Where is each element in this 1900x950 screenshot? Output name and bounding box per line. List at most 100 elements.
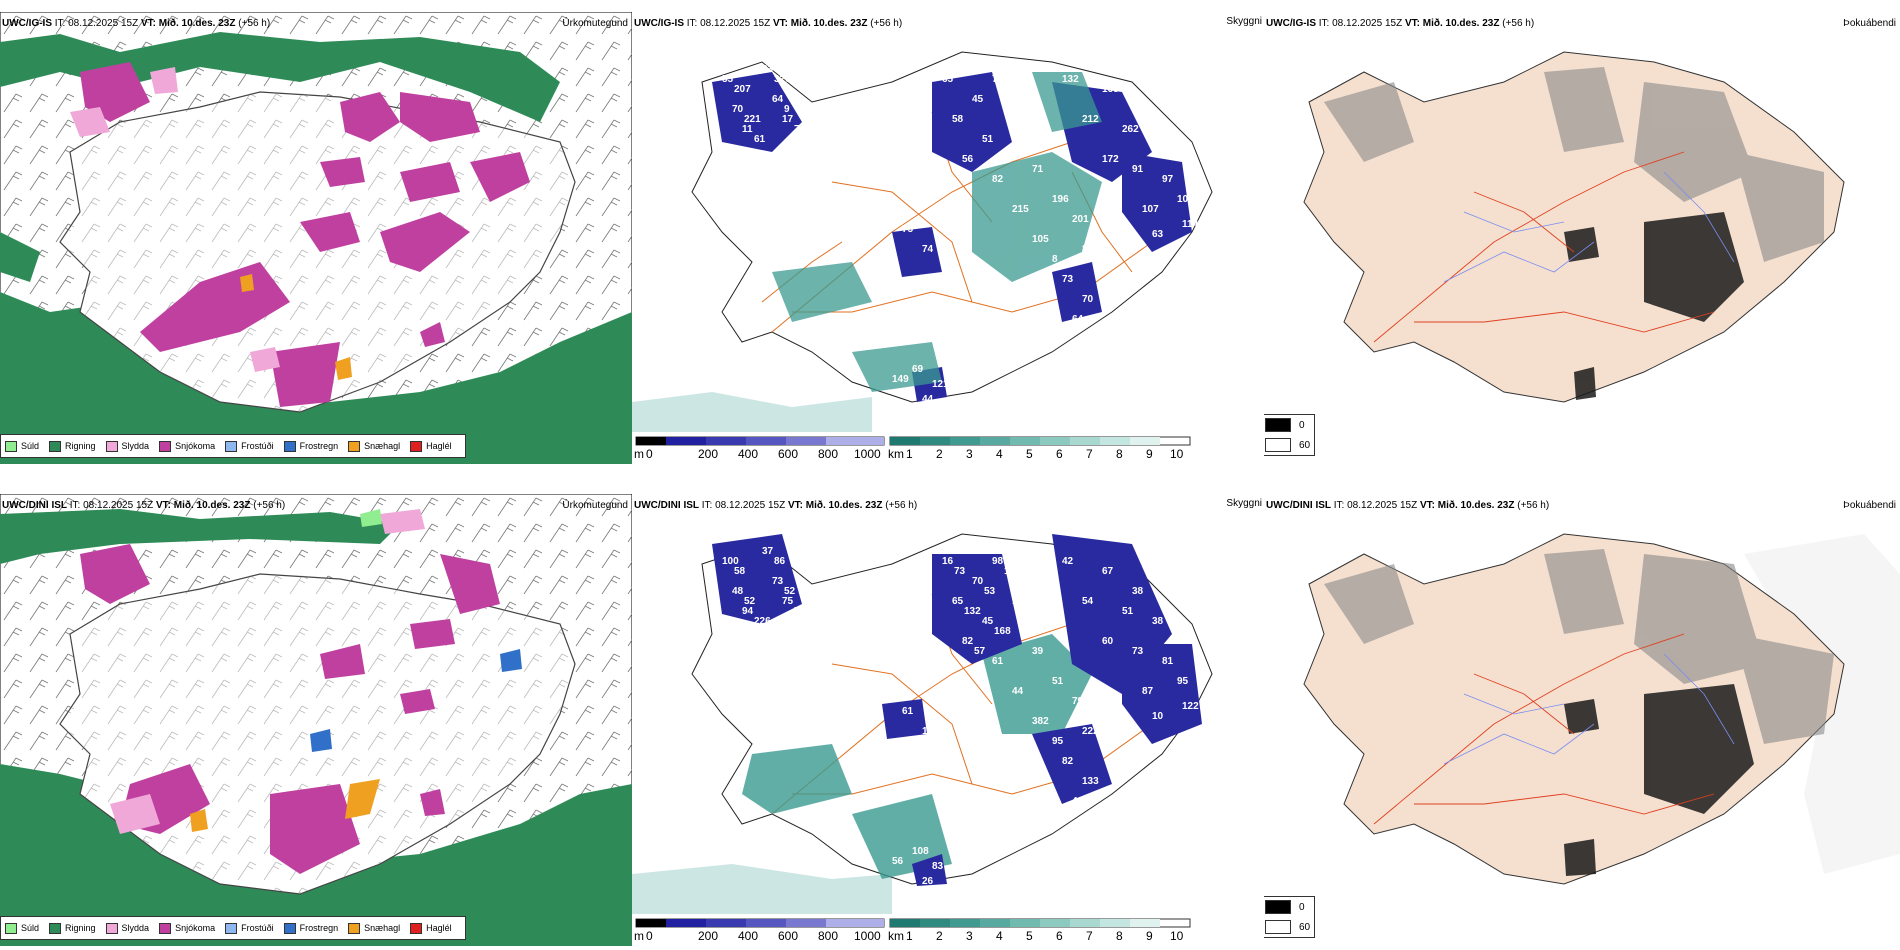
fog-vt-label-bottom: VT: <box>1419 500 1435 511</box>
visibility-value: 8 <box>1052 254 1058 265</box>
legend-swatch <box>49 922 62 934</box>
visibility-value: 56 <box>962 154 974 165</box>
visibility-value: 54 <box>1082 596 1094 607</box>
visibility-value: 87 <box>1142 686 1154 697</box>
visibility-value: 45 <box>982 616 994 627</box>
visibility-value: 107 <box>1142 204 1159 215</box>
visibility-value: 133 <box>1082 776 1099 787</box>
visibility-value: 38 <box>1152 616 1164 627</box>
legend-item: Snjókoma <box>159 922 215 934</box>
elev-tick: 400 <box>738 929 758 943</box>
vis-tick: 3 <box>966 447 973 461</box>
visibility-value: 95 <box>1177 676 1189 687</box>
visibility-value: 39 <box>1032 646 1044 657</box>
fog-swatch <box>1265 418 1291 432</box>
visibility-value: 82 <box>1062 756 1074 767</box>
fog-model-bottom: UWC/DINI ISL <box>1266 500 1331 511</box>
visibility-value: 215 <box>1012 204 1029 215</box>
visibility-scale-top: km 1 2 3 4 5 6 7 8 9 10 <box>888 436 1191 461</box>
legend-swatch <box>49 440 62 452</box>
precip-model-bottom: UWC/DINI ISL <box>2 500 67 511</box>
visibility-value: 60 <box>1102 636 1114 647</box>
visibility-value: 70 <box>1082 294 1094 305</box>
precip-panel-bottom: UWC/DINI ISL IT: 08.12.2025 15Z VT: Mið.… <box>0 494 632 946</box>
visibility-value: 382 <box>1032 716 1049 727</box>
vis-tick: 6 <box>1056 929 1063 943</box>
legend-swatch <box>5 440 17 452</box>
visibility-value: 106 <box>1177 194 1194 205</box>
visibility-value: 136 <box>1132 104 1149 115</box>
vis-tick: 7 <box>1086 929 1093 943</box>
precip-title-bottom: UWC/DINI ISL IT: 08.12.2025 15Z VT: Mið.… <box>2 500 285 511</box>
visibility-value: 79 <box>1072 696 1084 707</box>
visibility-value: 73 <box>1132 646 1144 657</box>
visibility-value: 11 <box>742 124 753 135</box>
legend-swatch <box>283 922 296 934</box>
precip-map-top <box>0 12 632 464</box>
visibility-value: 52 <box>1012 114 1024 125</box>
elev-tick: 800 <box>818 929 838 943</box>
fog-it-top: IT: 08.12.2025 15Z <box>1318 18 1403 29</box>
vis-model-top: UWC/IG-IS <box>634 18 684 29</box>
fog-legend-row: 60 <box>1264 435 1314 455</box>
precip-vt-bottom: Mið. 10.des. 23Z <box>173 500 251 511</box>
visibility-value: 177 <box>1004 566 1021 577</box>
visibility-value: 56 <box>892 856 904 867</box>
legend-label: Frostúði <box>241 923 274 933</box>
visibility-value: 226 <box>754 616 771 627</box>
visibility-value: 221 <box>744 114 761 125</box>
precip-label-top: Úrkomutegund <box>562 18 628 29</box>
visibility-value: 48 <box>732 586 744 597</box>
elev-tick: 1000 <box>854 447 881 461</box>
vis-tick: 6 <box>1056 447 1063 461</box>
elev-tick: 0 <box>646 447 653 461</box>
vis-it-bottom: IT: 08.12.2025 15Z <box>701 500 786 511</box>
visibility-value: 73 <box>954 566 966 577</box>
elev-tick: 600 <box>778 929 798 943</box>
legend-label: Rigning <box>65 441 96 451</box>
visibility-value: 51 <box>1122 606 1134 617</box>
visibility-value: 100 <box>722 556 739 567</box>
vis-unit-bottom: km <box>888 929 904 943</box>
visibility-value: 82 <box>992 174 1004 185</box>
precip-vt-label-top: VT: <box>140 18 156 29</box>
legend-label: Frostúði <box>241 441 274 451</box>
visibility-value: 9 <box>784 104 790 115</box>
precip-model-top: UWC/IG-IS <box>2 18 52 29</box>
visibility-value: 70 <box>732 104 744 115</box>
legend-item: Frostregn <box>283 440 339 452</box>
visibility-value: 57 <box>974 646 986 657</box>
vis-title-bottom: UWC/DINI ISL IT: 08.12.2025 15Z VT: Mið.… <box>634 500 917 511</box>
legend-swatch <box>105 922 118 934</box>
visibility-value: 108 <box>912 846 929 857</box>
fog-legend-row: 0 <box>1264 897 1314 917</box>
vis-tick: 8 <box>1116 929 1123 943</box>
visibility-value: 16 <box>942 556 954 567</box>
fog-legend-bottom: 0 60 <box>1264 896 1316 938</box>
legend-swatch <box>225 440 238 452</box>
legend-item: Snæhagl <box>348 922 400 934</box>
vis-tick: 2 <box>936 447 943 461</box>
fog-label-bottom: Þokuábendi <box>1843 500 1896 511</box>
fog-label-top: Þokuábendi <box>1843 18 1896 29</box>
visibility-value: 26 <box>922 876 934 887</box>
visibility-value: 64 <box>1072 314 1084 325</box>
elev-tick: 400 <box>738 447 758 461</box>
visibility-value: 81 <box>1162 656 1174 667</box>
elev-tick: 200 <box>698 447 718 461</box>
fog-map-bottom <box>1303 533 1900 885</box>
elev-tick: 600 <box>778 447 798 461</box>
visibility-value: 99 <box>1152 134 1164 145</box>
legend-label: Rigning <box>65 923 96 933</box>
visibility-value: 97 <box>1162 174 1174 185</box>
legend-item: Frostregn <box>283 922 338 934</box>
legend-label: Frostregn <box>299 441 339 451</box>
fog-title-bottom: UWC/DINI ISL IT: 08.12.2025 15Z VT: Mið.… <box>1266 500 1549 511</box>
legend-label: Slydda <box>121 923 150 933</box>
fog-panel-bottom: UWC/DINI ISL IT: 08.12.2025 15Z VT: Mið.… <box>1264 494 1900 946</box>
visibility-value: 262 <box>1122 124 1139 135</box>
precip-vt-top: Mið. 10.des. 23Z <box>158 18 236 29</box>
vis-tick: 3 <box>966 929 973 943</box>
visibility-value: 17 <box>782 114 794 125</box>
legend-item: Súld <box>5 922 39 934</box>
